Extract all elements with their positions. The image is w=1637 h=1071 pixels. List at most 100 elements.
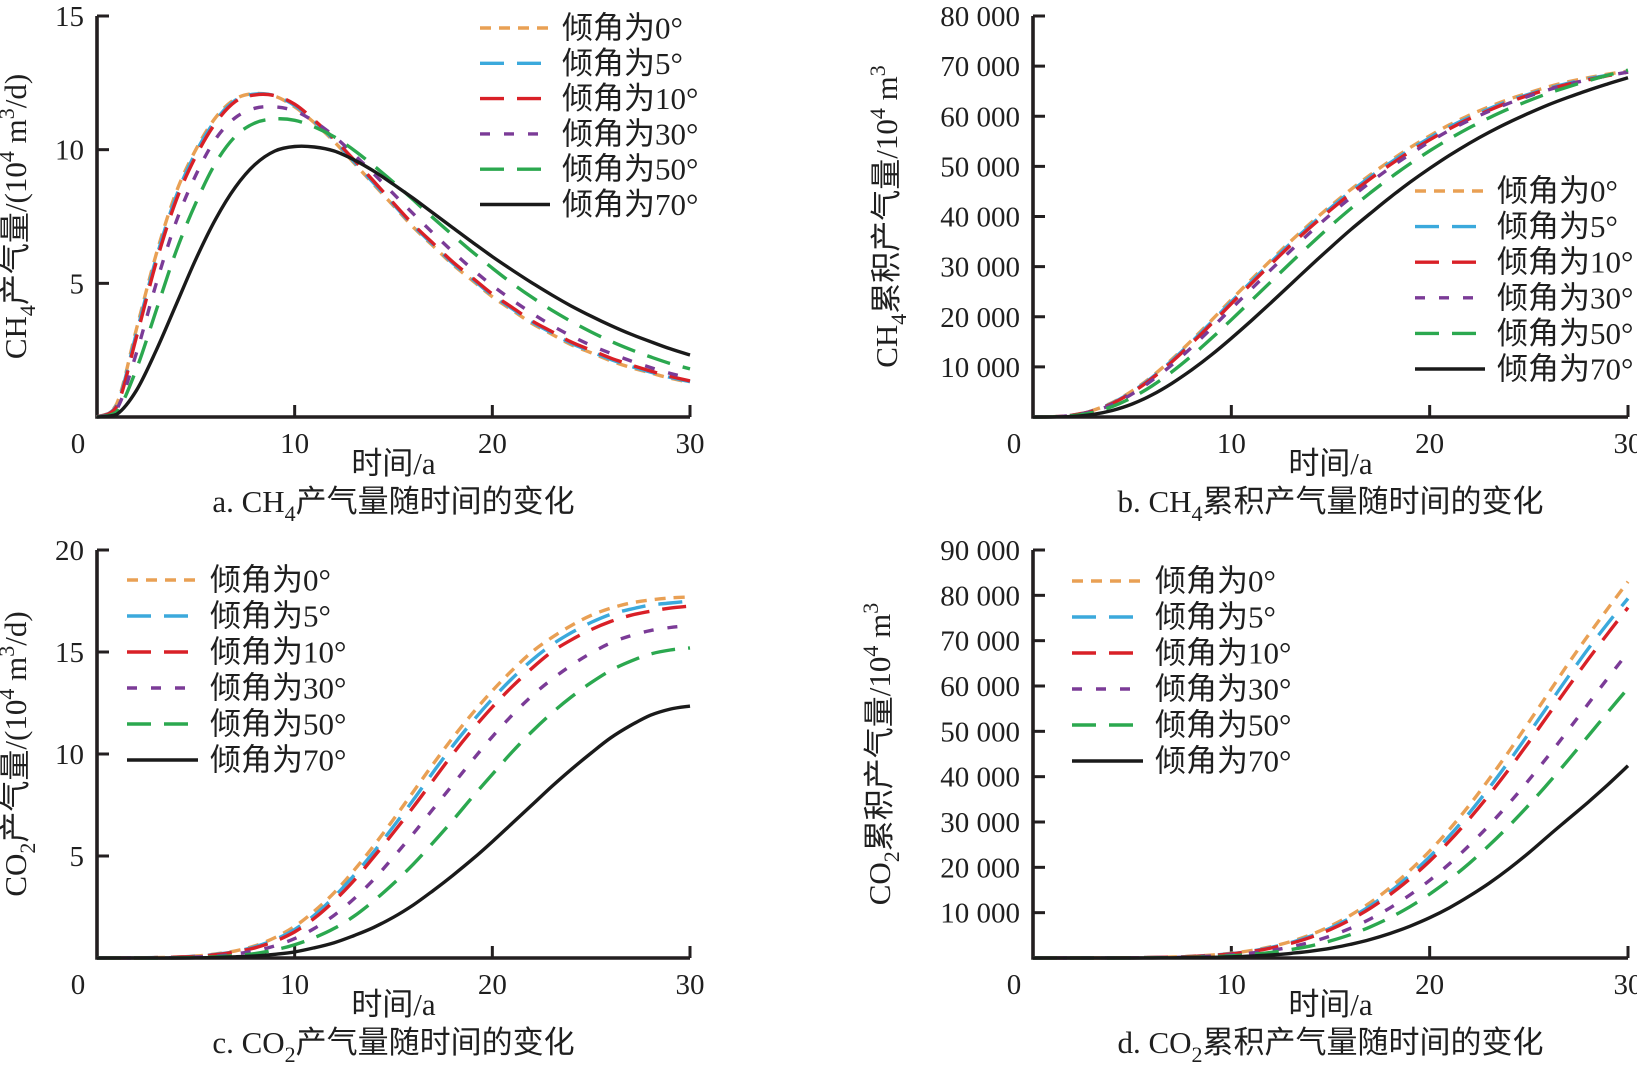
x-tick-label: 10 bbox=[1217, 969, 1246, 1001]
y-tick-label: 80 000 bbox=[940, 580, 1020, 612]
series-line-倾角为0° bbox=[1032, 580, 1630, 960]
y-tick-label: 50 000 bbox=[940, 716, 1020, 748]
legend-label: 倾角为5° bbox=[210, 599, 331, 634]
y-tick-label: 15 bbox=[55, 637, 84, 669]
legend-label: 倾角为5° bbox=[1497, 209, 1618, 244]
y-tick-label: 20 000 bbox=[940, 302, 1020, 334]
y-tick-label: 10 000 bbox=[940, 898, 1020, 930]
y-tick-label: 30 000 bbox=[940, 252, 1020, 284]
x-tick-label: 0 bbox=[1007, 428, 1022, 460]
series-line-倾角为50° bbox=[1032, 68, 1629, 419]
x-tick-label: 10 bbox=[280, 969, 309, 1001]
panel-c-co2-rate: 0 10 20 30 5 10 15 20 时间/a CO2产气量/(104 m3/d) c. CO… bbox=[0, 536, 760, 1071]
y-tick-label: 70 000 bbox=[940, 626, 1020, 658]
legend-label: 倾角为30° bbox=[1155, 672, 1291, 707]
chart-d-canvas: 0 10 20 30 10 000 20 000 30 000 40 000 50 000 60 … bbox=[858, 536, 1637, 1067]
x-tick-label: 0 bbox=[71, 969, 86, 1001]
y-axis-label: CH4产气量/(104 m3/d) bbox=[0, 74, 40, 359]
x-tick-label: 30 bbox=[1614, 428, 1637, 460]
chart-caption: a. CH4产气量随时间的变化 bbox=[212, 484, 574, 526]
series-line-倾角为10° bbox=[96, 92, 691, 419]
y-tick-label: 10 bbox=[55, 739, 84, 771]
legend-label: 倾角为5° bbox=[562, 46, 683, 81]
y-axis-label: CO2产气量/(104 m3/d) bbox=[0, 611, 40, 896]
series-lines bbox=[96, 91, 691, 419]
legend-label: 倾角为10° bbox=[1497, 245, 1633, 280]
y-tick-label: 60 000 bbox=[940, 671, 1020, 703]
legend-label: 倾角为30° bbox=[210, 671, 346, 706]
x-tick-label: 20 bbox=[478, 428, 507, 460]
y-tick-label: 60 000 bbox=[940, 101, 1020, 133]
legend: 倾角为0°倾角为5°倾角为10°倾角为30°倾角为50°倾角为70° bbox=[127, 563, 346, 778]
legend: 倾角为0°倾角为5°倾角为10°倾角为30°倾角为50°倾角为70° bbox=[1415, 174, 1633, 387]
legend-label: 倾角为70° bbox=[210, 743, 346, 778]
legend-label: 倾角为70° bbox=[1497, 352, 1633, 387]
legend: 倾角为0°倾角为5°倾角为10°倾角为30°倾角为50°倾角为70° bbox=[480, 11, 698, 222]
x-tick-label: 0 bbox=[71, 428, 86, 460]
y-tick-label: 90 000 bbox=[940, 536, 1020, 567]
x-tick-label: 20 bbox=[1415, 969, 1444, 1001]
y-axis-label: CO2累积产气量/104 m3 bbox=[858, 603, 904, 906]
x-tick-label: 0 bbox=[1007, 969, 1022, 1001]
axes bbox=[1031, 548, 1630, 960]
legend-label: 倾角为70° bbox=[1155, 744, 1291, 779]
x-tick-label: 20 bbox=[1415, 428, 1444, 460]
series-line-倾角为70° bbox=[96, 144, 691, 419]
legend-label: 倾角为0° bbox=[210, 563, 331, 598]
series-line-倾角为5° bbox=[96, 599, 691, 960]
series-line-倾角为70° bbox=[1032, 764, 1630, 960]
legend-label: 倾角为10° bbox=[1155, 636, 1291, 671]
x-tick-label: 30 bbox=[676, 428, 705, 460]
chart-c-canvas: 0 10 20 30 5 10 15 20 时间/a CO2产气量/(104 m3/d) c. CO… bbox=[0, 536, 705, 1067]
series-line-倾角为10° bbox=[1032, 606, 1630, 960]
legend-label: 倾角为70° bbox=[562, 187, 698, 222]
y-tick-label: 40 000 bbox=[940, 762, 1020, 794]
y-axis-label: CH4累积产气量/104 m3 bbox=[865, 65, 911, 368]
panel-d-co2-cumulative: 0 10 20 30 10 000 20 000 30 000 40 000 50 000 60 … bbox=[820, 536, 1637, 1071]
legend-label: 倾角为50° bbox=[210, 707, 346, 742]
chart-b-canvas: 0 10 20 30 10 000 20 000 30 000 40 000 50 000 60 … bbox=[865, 1, 1637, 526]
legend-label: 倾角为0° bbox=[562, 11, 683, 46]
x-tick-label: 10 bbox=[1217, 428, 1246, 460]
legend: 倾角为0°倾角为5°倾角为10°倾角为30°倾角为50°倾角为70° bbox=[1072, 564, 1291, 779]
series-line-倾角为50° bbox=[96, 646, 691, 960]
series-line-倾角为50° bbox=[96, 117, 691, 419]
chart-a-canvas: 0 10 20 30 5 10 15 时间/a CH4产气量/(104 m3/d) a. CH4产… bbox=[0, 1, 705, 526]
y-tick-label: 50 000 bbox=[940, 151, 1020, 183]
legend-label: 倾角为50° bbox=[1497, 316, 1633, 351]
y-tick-label: 20 bbox=[55, 536, 84, 567]
chart-caption: c. CO2产气量随时间的变化 bbox=[212, 1025, 574, 1067]
y-tick-label: 20 000 bbox=[940, 852, 1020, 884]
series-lines bbox=[96, 595, 691, 960]
series-line-倾角为70° bbox=[96, 704, 691, 960]
series-line-倾角为0° bbox=[1032, 69, 1629, 419]
x-axis-label: 时间/a bbox=[351, 987, 436, 1022]
series-line-倾角为30° bbox=[1032, 651, 1630, 960]
x-axis-label: 时间/a bbox=[1288, 446, 1373, 481]
y-tick-label: 10 000 bbox=[940, 352, 1020, 384]
series-line-倾角为70° bbox=[1032, 76, 1629, 419]
y-tick-label: 5 bbox=[70, 268, 85, 300]
y-tick-label: 70 000 bbox=[940, 51, 1020, 83]
series-line-倾角为30° bbox=[1032, 70, 1629, 419]
legend-label: 倾角为0° bbox=[1155, 564, 1276, 599]
legend-label: 倾角为50° bbox=[1155, 708, 1291, 743]
legend-label: 倾角为50° bbox=[562, 152, 698, 187]
legend-label: 倾角为30° bbox=[562, 116, 698, 151]
legend-label: 倾角为10° bbox=[562, 81, 698, 116]
y-tick-label: 30 000 bbox=[940, 807, 1020, 839]
legend-label: 倾角为5° bbox=[1155, 600, 1276, 635]
series-lines bbox=[1032, 68, 1629, 419]
series-line-倾角为10° bbox=[96, 604, 691, 960]
chart-caption: d. CO2累积产气量随时间的变化 bbox=[1117, 1025, 1543, 1067]
y-tick-label: 15 bbox=[55, 1, 84, 33]
legend-label: 倾角为30° bbox=[1497, 280, 1633, 315]
legend-label: 倾角为0° bbox=[1497, 174, 1618, 209]
series-line-倾角为50° bbox=[1032, 687, 1630, 960]
series-line-倾角为30° bbox=[96, 104, 691, 419]
x-axis-label: 时间/a bbox=[1288, 987, 1373, 1022]
x-tick-label: 30 bbox=[1614, 969, 1637, 1001]
series-lines bbox=[1032, 580, 1630, 960]
legend-label: 倾角为10° bbox=[210, 635, 346, 670]
